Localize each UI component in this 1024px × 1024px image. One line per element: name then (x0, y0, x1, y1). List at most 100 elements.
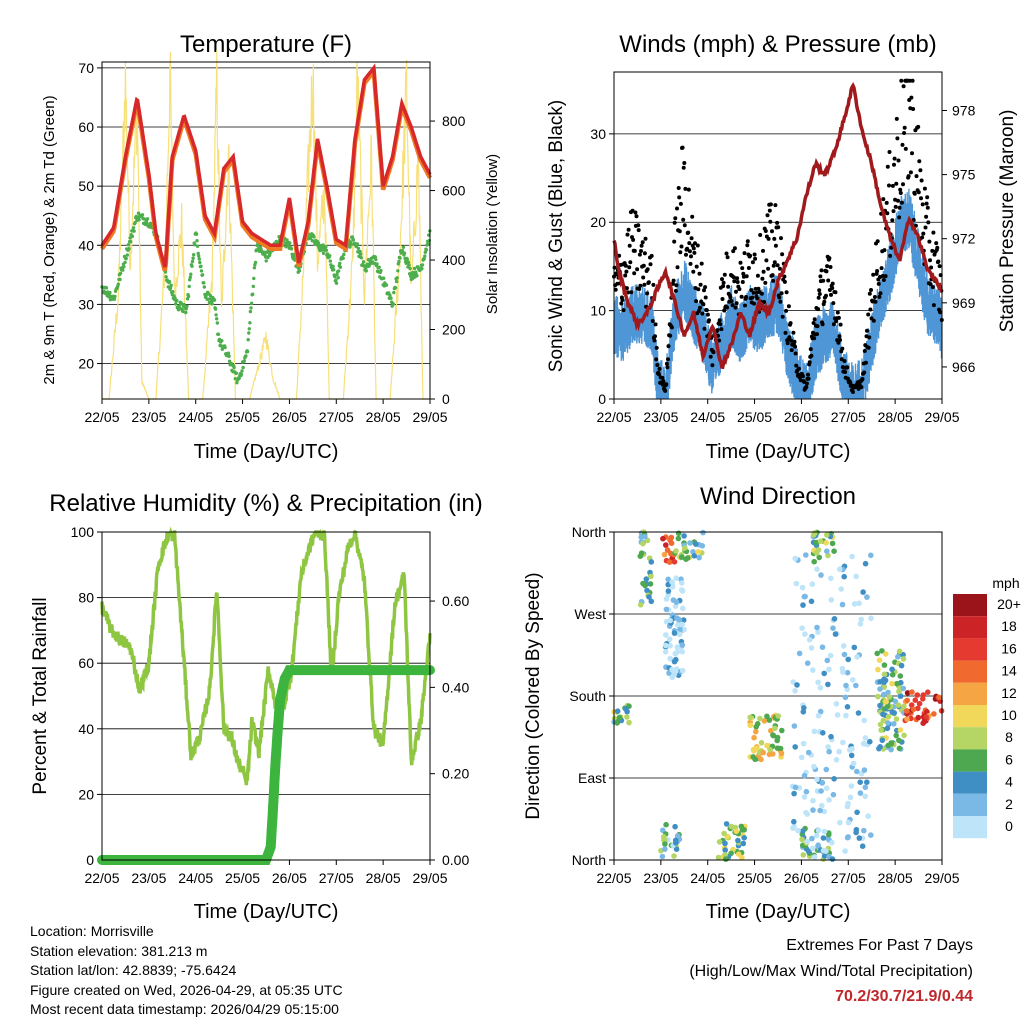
x-tick-label: 26/05 (272, 870, 307, 886)
y2-tick-label: 966 (952, 359, 976, 375)
direction-point (664, 547, 671, 553)
dewpoint-point (377, 265, 381, 269)
gust-point (817, 288, 822, 293)
direction-point (867, 738, 873, 745)
dewpoint-point (406, 260, 411, 264)
gust-point (641, 263, 646, 268)
gust-point (758, 233, 763, 237)
gust-point (695, 243, 700, 248)
direction-point (808, 598, 815, 605)
gust-point (666, 357, 670, 362)
direction-point (722, 840, 728, 847)
dewpoint-point (251, 284, 255, 289)
direction-point (792, 744, 798, 750)
gust-point (687, 249, 692, 254)
direction-point (848, 783, 855, 789)
gust-point (637, 287, 642, 291)
gust-point (734, 289, 738, 294)
gust-point (919, 196, 923, 201)
direction-point (673, 846, 680, 852)
gust-point (773, 243, 778, 248)
dewpoint-point (384, 283, 389, 287)
dewpoint-point (235, 381, 239, 385)
gust-point (623, 263, 628, 268)
direction-point (897, 673, 904, 679)
direction-point (850, 760, 857, 767)
direction-point (900, 656, 907, 662)
direction-point (904, 716, 910, 722)
direction-point (880, 691, 887, 698)
direction-point (833, 757, 840, 763)
gust-point (922, 186, 927, 191)
dewpoint-point (422, 257, 426, 261)
direction-point (857, 790, 864, 796)
direction-point (673, 548, 679, 554)
dewpoint-point (375, 262, 379, 266)
direction-point (679, 588, 686, 594)
gust-point (682, 161, 687, 165)
direction-point (819, 779, 826, 786)
direction-point (804, 838, 810, 845)
direction-point (669, 584, 676, 590)
direction-point (817, 708, 824, 715)
gust-point (877, 294, 882, 299)
dewpoint-point (397, 259, 401, 264)
direction-point (770, 732, 777, 739)
gust-point (653, 334, 657, 339)
temperature-ylabel: 2m & 9m T (Red, Orange) & 2m Td (Green) (41, 95, 58, 384)
dewpoint-point (297, 269, 302, 273)
gust-point (830, 286, 835, 291)
pressure-line (612, 81, 944, 370)
gust-point (701, 302, 706, 307)
direction-point (809, 835, 815, 842)
y-tick-label: 0 (598, 391, 606, 407)
dewpoint-point (287, 243, 291, 248)
direction-point (792, 784, 799, 791)
gust-point (929, 265, 934, 270)
dewpoint-point (284, 245, 288, 249)
direction-point (626, 719, 632, 726)
direction-point (815, 843, 821, 849)
gust-point (787, 335, 792, 340)
direction-point (881, 684, 887, 690)
x-tick-label: 22/05 (84, 409, 119, 425)
direction-point (813, 832, 820, 839)
colorbar-swatch (953, 771, 987, 794)
gust-point (641, 275, 646, 280)
extremes-title: Extremes For Past 7 Days (786, 937, 973, 954)
dewpoint-point (331, 264, 335, 269)
gust-point (753, 286, 758, 291)
direction-point (757, 715, 763, 722)
direction-point (644, 587, 650, 594)
gust-point (740, 280, 745, 284)
dewpoint-point (247, 331, 251, 335)
gust-point (932, 252, 937, 257)
direction-point (861, 717, 867, 724)
x-tick-label: 24/05 (690, 409, 725, 425)
direction-point (722, 847, 728, 853)
direction-point (831, 776, 837, 782)
gust-point (711, 350, 716, 355)
direction-point (735, 851, 742, 857)
y-tick-label: South (569, 688, 606, 704)
direction-point (693, 541, 699, 547)
gust-point (831, 322, 836, 327)
dewpoint-point (349, 242, 353, 246)
gust-point (687, 241, 692, 246)
gust-point (821, 278, 826, 283)
direction-point (668, 540, 675, 546)
dewpoint-point (213, 307, 218, 311)
gust-point (766, 236, 771, 241)
direction-point (877, 721, 884, 728)
x-tick-label: 24/05 (178, 870, 213, 886)
direction-point (876, 657, 883, 663)
direction-point (792, 555, 798, 562)
gust-point (763, 280, 768, 285)
gust-point (719, 327, 724, 332)
direction-point (679, 554, 685, 560)
dewpoint-point (396, 269, 400, 273)
gust-point (685, 246, 690, 251)
gust-point (702, 326, 707, 331)
gust-point (748, 253, 753, 258)
gust-point (639, 249, 643, 253)
